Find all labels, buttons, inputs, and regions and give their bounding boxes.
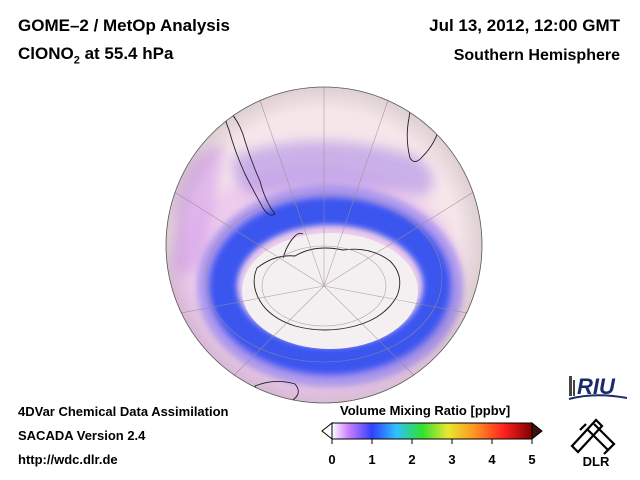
date-label: Jul 13, 2012, 12:00 GMT (429, 16, 620, 35)
colorbar-tick-label: 5 (528, 452, 535, 467)
footer-method: 4DVar Chemical Data Assimilation (18, 404, 229, 419)
colorbar-tick-label: 4 (488, 452, 496, 467)
colorbar: 0 1 2 3 4 5 (321, 421, 543, 467)
species-main: ClONO (18, 44, 74, 63)
colorbar-min-arrow (321, 421, 333, 441)
colorbar-ticks: 0 1 2 3 4 5 (328, 439, 536, 467)
colorbar-ramp (331, 422, 533, 440)
species-level: at 55.4 hPa (79, 44, 174, 63)
species-label: ClONO2 at 55.4 hPa (18, 44, 173, 66)
colorbar-title: Volume Mixing Ratio [ppbv] (340, 403, 511, 418)
riu-logo-swoosh (568, 394, 628, 400)
colorbar-tick-label: 2 (408, 452, 415, 467)
riu-logo: RIU (568, 374, 628, 400)
dlr-logo: DLR (570, 418, 616, 469)
colorbar-tick-label: 3 (448, 452, 455, 467)
species-subscript: 2 (73, 54, 80, 67)
colorbar-tick-label: 0 (328, 452, 335, 467)
hemisphere-label: Southern Hemisphere (453, 47, 620, 64)
footer-url[interactable]: http://wdc.dlr.de (18, 452, 118, 467)
riu-logo-mark (569, 376, 575, 396)
globe-outline (165, 86, 483, 404)
dlr-logo-text: DLR (583, 454, 610, 469)
colorbar-max-arrow (531, 421, 543, 441)
colorbar-tick-label: 1 (368, 452, 375, 467)
globe-map (165, 86, 483, 404)
footer-version: SACADA Version 2.4 (18, 428, 146, 443)
map-title: GOME–2 / MetOp Analysis (18, 16, 230, 35)
dlr-logo-mark (570, 418, 616, 455)
